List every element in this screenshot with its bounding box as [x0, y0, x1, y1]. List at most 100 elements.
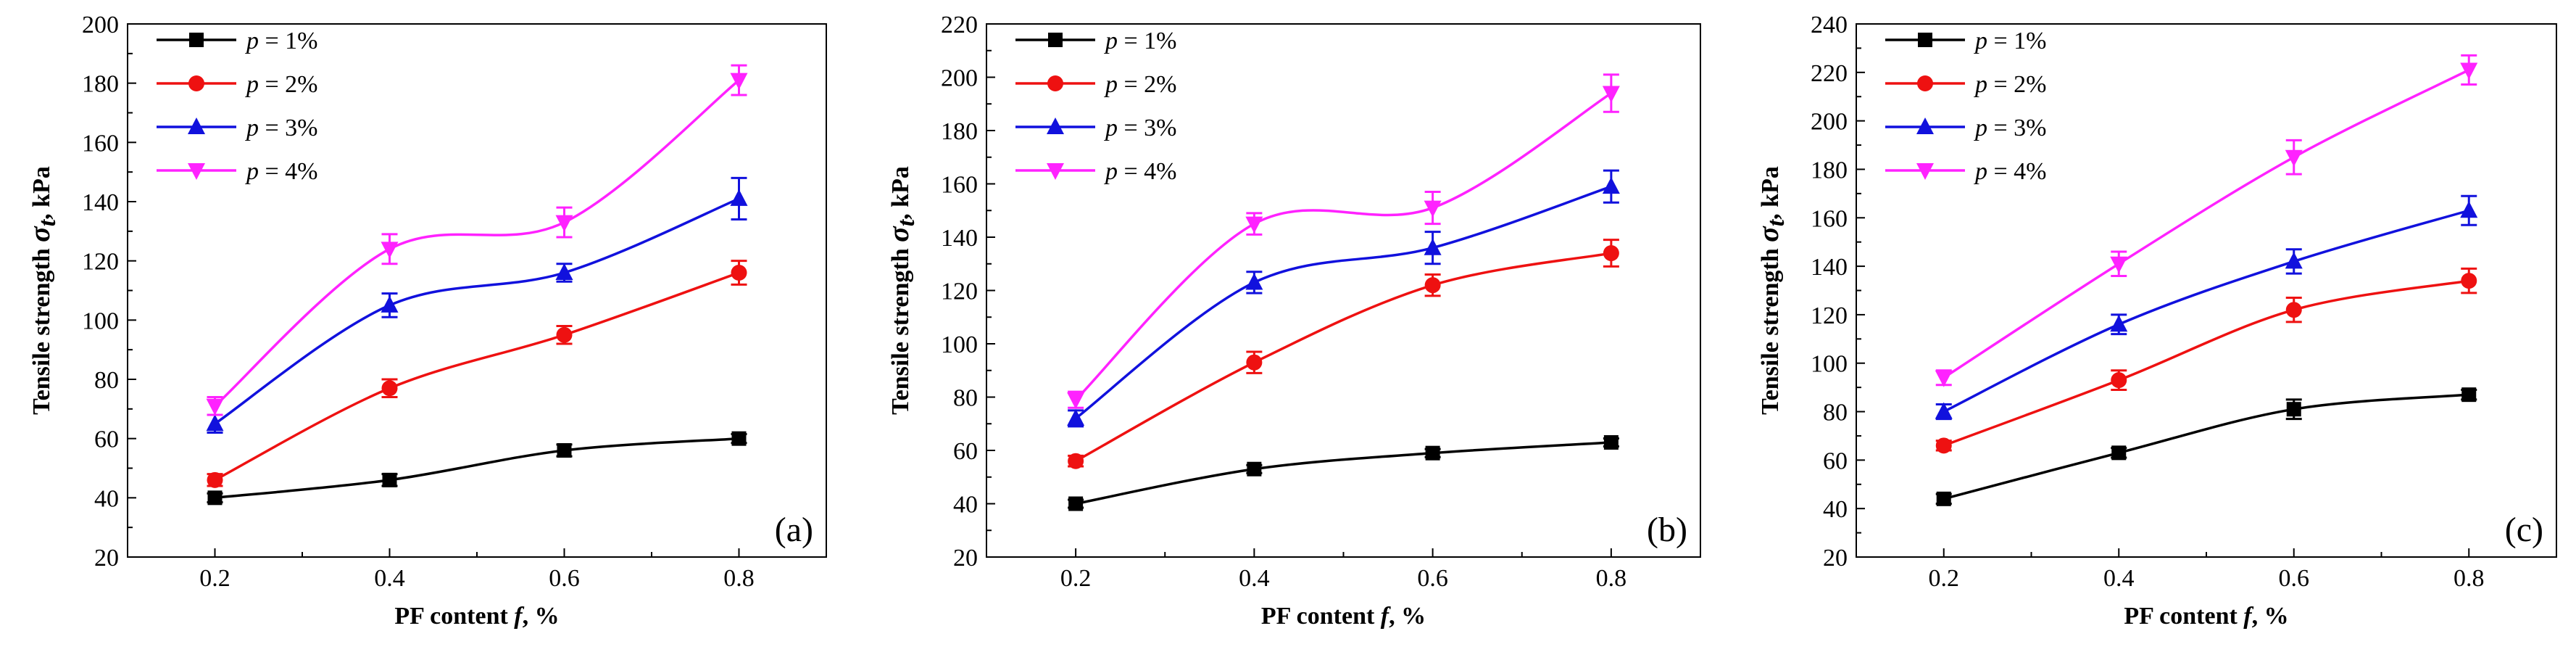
y-axis-title-unit: , kPa	[28, 166, 55, 220]
legend: p = 1%p = 2%p = 3%p = 4%	[157, 28, 318, 185]
y-tick-label: 100	[82, 308, 119, 334]
y-tick-label: 60	[94, 426, 119, 453]
x-tick-label: 0.2	[199, 565, 230, 592]
data-point	[2285, 252, 2303, 269]
data-point	[1068, 453, 1084, 469]
legend-marker	[188, 75, 204, 91]
y-tick-label: 180	[941, 118, 978, 145]
legend-label-var: p	[1974, 28, 1987, 54]
legend-marker	[1047, 163, 1064, 180]
data-point	[1603, 434, 1619, 450]
data-point	[206, 398, 224, 416]
legend-label: p = 2%	[1104, 71, 1177, 98]
series-2	[1935, 267, 2477, 454]
y-axis-title-text: Tensile strength	[28, 242, 55, 415]
x-tick-label: 0.2	[1060, 565, 1092, 592]
x-axis-title-text: PF content	[394, 603, 514, 630]
data-point	[2110, 256, 2128, 273]
series-2	[1068, 239, 1619, 469]
y-axis-title-var: σ	[882, 226, 915, 242]
panel-label: (c)	[2505, 511, 2543, 549]
legend-marker	[1047, 75, 1063, 91]
data-point	[1424, 238, 1442, 255]
x-axis-title-unit: , %	[523, 603, 560, 630]
legend-label: p = 4%	[245, 158, 318, 185]
y-tick-label: 100	[941, 331, 978, 358]
data-point	[1245, 273, 1263, 290]
legend-label: p = 3%	[245, 115, 318, 141]
y-tick-label: 120	[941, 279, 978, 305]
data-point	[1936, 491, 1951, 506]
legend-label-value: = 2%	[1118, 71, 1177, 98]
y-tick-label: 160	[1811, 205, 1848, 232]
series-line	[1075, 441, 1611, 506]
chart-panel-a: 0.2 0.4 0.6 0.8 20 40 60 80 100 120 140 160 180 200 PF…	[23, 12, 827, 630]
data-point	[2110, 315, 2128, 332]
data-point	[556, 326, 573, 343]
legend: p = 1%p = 2%p = 3%p = 4%	[1885, 28, 2047, 185]
y-tick-label: 180	[1811, 157, 1848, 184]
y-tick-label: 20	[94, 545, 119, 572]
data-point	[1067, 392, 1085, 410]
x-tick-label: 0.4	[2103, 565, 2135, 592]
data-point	[555, 263, 573, 280]
y-tick-label: 60	[953, 438, 978, 465]
legend-marker	[1047, 117, 1064, 134]
data-point	[382, 472, 397, 487]
data-point	[1068, 496, 1084, 511]
legend-label: p = 4%	[1104, 158, 1177, 185]
y-axis-title-var: σ	[23, 226, 56, 242]
y-tick-label: 160	[82, 130, 119, 157]
y-tick-label: 40	[94, 485, 119, 512]
x-axis-title-text: PF content	[1261, 603, 1381, 630]
legend-label-value: = 1%	[1987, 28, 2047, 54]
legend-label-var: p	[1104, 115, 1118, 141]
y-tick-label: 140	[941, 225, 978, 252]
y-tick-label: 220	[941, 12, 978, 38]
y-tick-label: 80	[953, 385, 978, 412]
series-line	[214, 197, 740, 425]
y-tick-label: 100	[1811, 351, 1848, 378]
x-tick-label: 0.8	[723, 565, 755, 592]
x-tick-label: 0.6	[1417, 565, 1448, 592]
data-point	[1425, 445, 1440, 461]
legend-label-var: p	[245, 158, 259, 185]
legend-label-var: p	[245, 115, 259, 141]
legend-label-var: p	[1974, 115, 1987, 141]
y-axis-title-unit: , kPa	[1757, 166, 1784, 220]
y-axis-title-sub: t	[893, 218, 920, 226]
y-tick-label: 200	[1811, 109, 1848, 136]
data-point	[2111, 372, 2127, 389]
series-line	[1074, 92, 1612, 401]
y-tick-label: 80	[94, 367, 119, 394]
y-tick-label: 20	[1823, 545, 1848, 572]
legend-marker	[1918, 33, 1932, 47]
y-axis-title-var: σ	[1752, 226, 1784, 242]
data-point	[1602, 86, 1620, 103]
series-line	[1943, 68, 2470, 379]
series-1	[1935, 387, 2477, 506]
data-point	[2461, 387, 2477, 403]
y-axis-title: Tensile strength σt, kPa	[1752, 166, 1790, 415]
x-axis-title: PF content f, %	[2124, 603, 2288, 630]
chart-panel-c: 0.2 0.4 0.6 0.8 20 40 60 80 100 120 140 160 180 200 22…	[1752, 12, 2557, 630]
data-point	[2285, 149, 2303, 167]
data-point	[2460, 62, 2478, 80]
y-tick-label: 120	[82, 249, 119, 276]
legend-label: p = 1%	[1104, 28, 1177, 54]
y-tick-label: 200	[941, 65, 978, 92]
y-axis-title: Tensile strength σt, kPa	[23, 166, 61, 415]
legend-marker	[1916, 163, 1934, 180]
series-4	[1067, 73, 1620, 410]
y-tick-label: 220	[1811, 60, 1848, 87]
data-point	[730, 189, 748, 206]
data-point	[206, 414, 224, 432]
legend-label: p = 3%	[1104, 115, 1177, 141]
data-point	[1067, 408, 1085, 426]
y-tick-label: 240	[1811, 12, 1848, 38]
legend-label-value: = 4%	[259, 158, 318, 185]
data-point	[730, 73, 748, 90]
x-axis-title: PF content f, %	[1261, 603, 1426, 630]
series-line	[214, 79, 740, 408]
